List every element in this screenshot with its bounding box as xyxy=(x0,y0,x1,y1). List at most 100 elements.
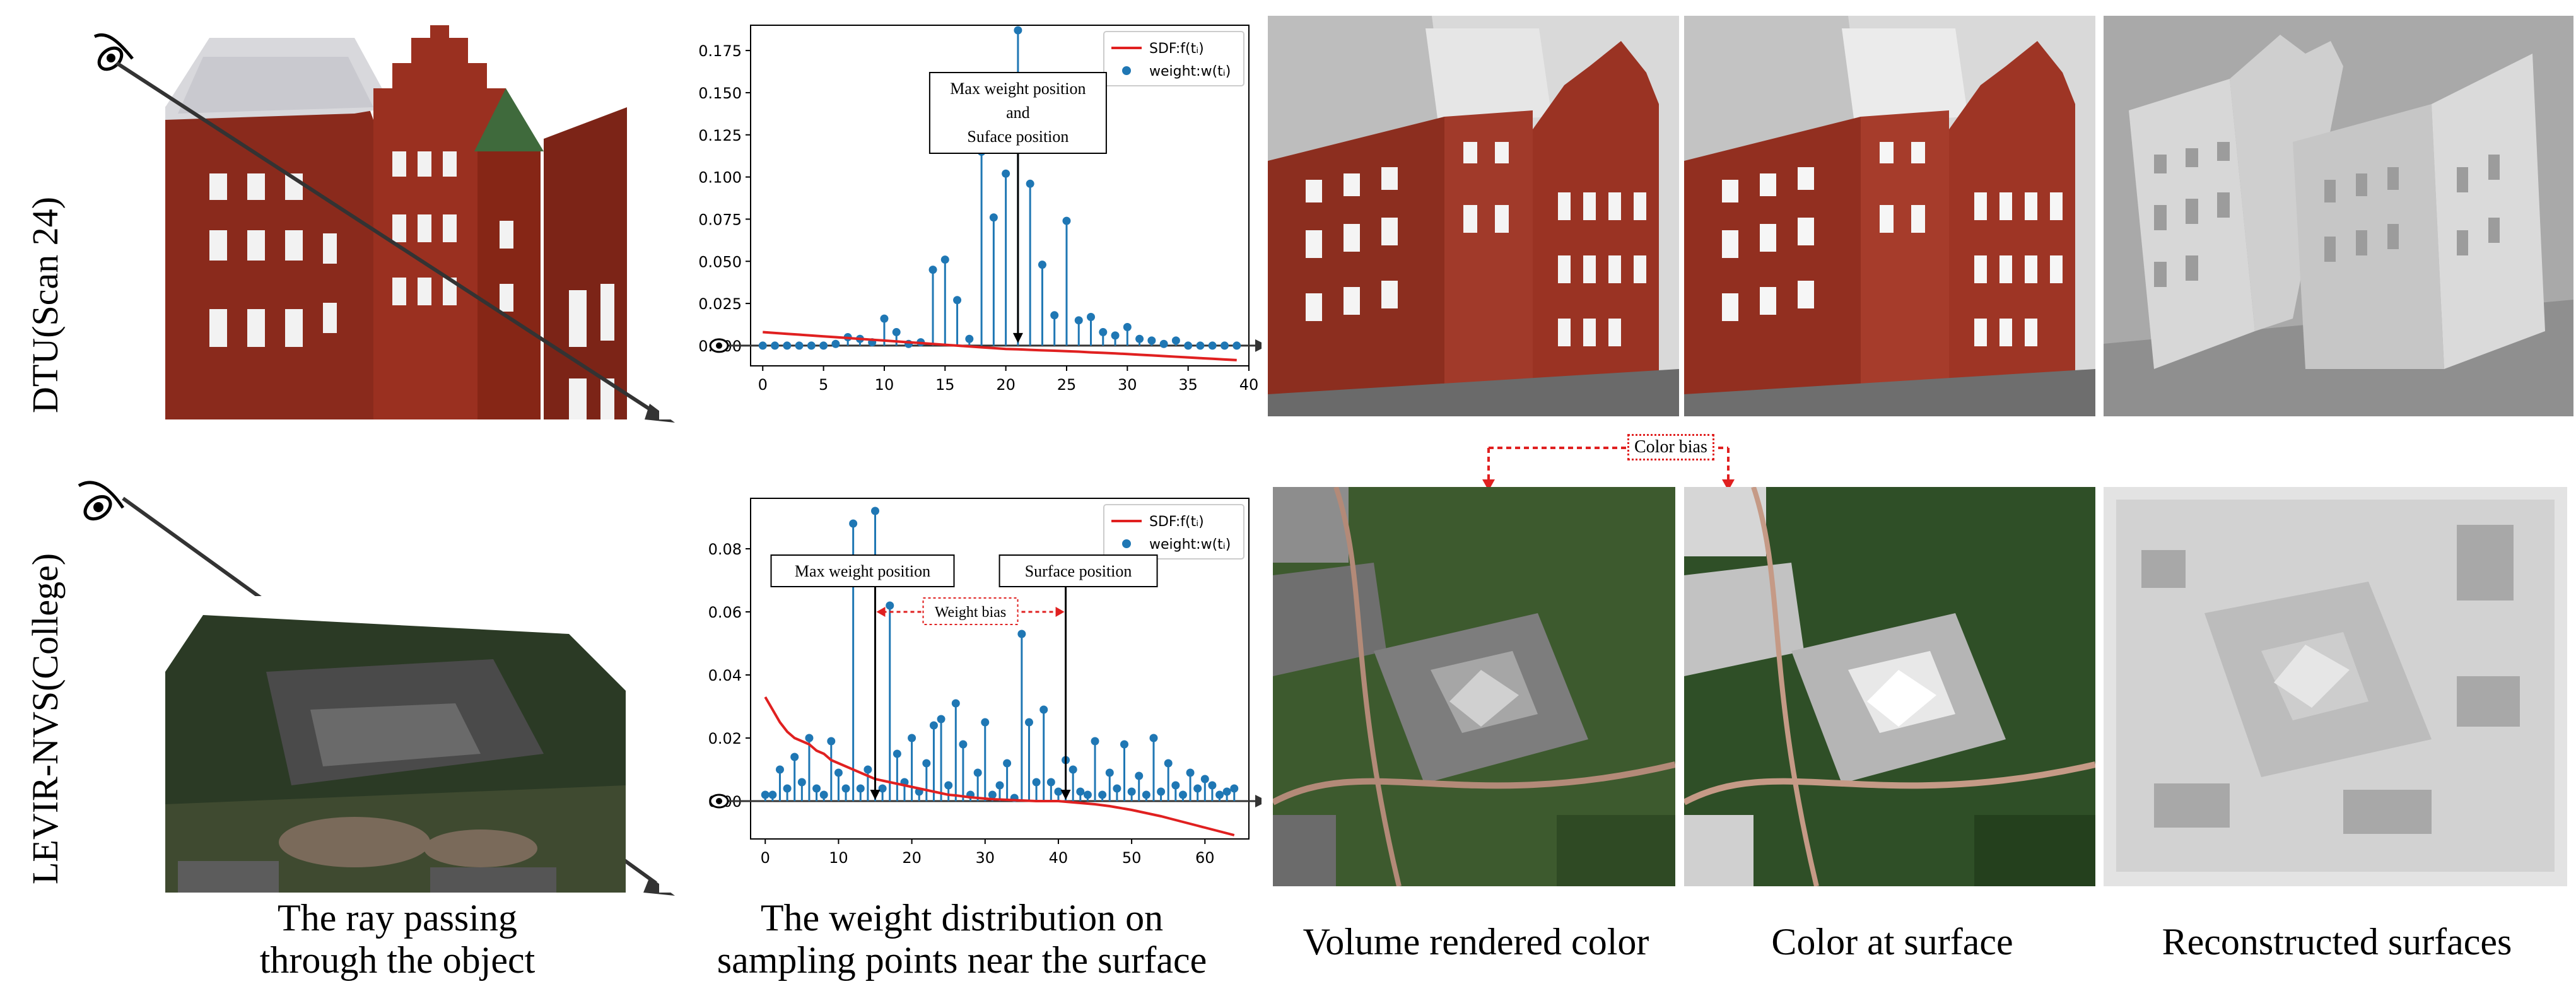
weight-marker xyxy=(944,781,953,790)
legend-sdf-label: SDF:f(tᵢ) xyxy=(1149,514,1204,530)
y-tick-label: 0.175 xyxy=(698,42,742,60)
weight-marker xyxy=(937,715,946,724)
weight-marker xyxy=(783,341,792,350)
caption-reconstructed: Reconstructed surfaces xyxy=(2162,921,2512,963)
weight-marker xyxy=(878,784,887,793)
weight-marker xyxy=(768,790,777,799)
weight-marker xyxy=(929,721,938,730)
legend-weight-label: weight:w(tᵢ) xyxy=(1149,537,1231,553)
color-bias-label: Color bias xyxy=(1627,434,1714,460)
weight-marker xyxy=(856,784,865,793)
weight-marker xyxy=(1087,312,1096,321)
weight-marker xyxy=(1083,790,1092,799)
weight-marker xyxy=(827,737,836,746)
weight-marker xyxy=(1215,790,1224,799)
y-tick-label: 0.075 xyxy=(698,211,742,228)
legend-box xyxy=(1103,31,1244,86)
weight-marker xyxy=(1220,341,1229,350)
weight-marker xyxy=(1046,778,1055,787)
weight-marker xyxy=(1196,341,1205,350)
weight-marker xyxy=(1232,341,1241,350)
weight-marker xyxy=(959,740,968,749)
weight-marker xyxy=(1026,179,1034,188)
weight-marker xyxy=(841,784,850,793)
weight-marker xyxy=(1200,775,1209,783)
weight-marker xyxy=(1002,169,1010,178)
weight-marker xyxy=(1186,768,1195,777)
weight-marker xyxy=(812,784,821,793)
weight-marker xyxy=(797,778,806,787)
x-tick-label: 40 xyxy=(1239,376,1259,394)
weight-marker xyxy=(1098,790,1107,799)
dtu-building-photo xyxy=(165,13,627,419)
weight-marker xyxy=(1171,336,1180,345)
annotation-box-surface xyxy=(998,554,1158,587)
weight-marker xyxy=(1038,261,1046,269)
caption-ray: The ray passing through the object xyxy=(189,897,606,982)
weight-marker xyxy=(1111,331,1120,340)
weight-marker xyxy=(807,341,816,350)
weight-marker xyxy=(1068,765,1077,774)
legend-box xyxy=(1103,504,1244,560)
sdf-line xyxy=(764,696,1235,836)
weight-marker xyxy=(988,790,997,799)
weight-bias-box xyxy=(922,597,1019,625)
weight-marker xyxy=(1024,718,1033,727)
weight-marker xyxy=(928,266,937,274)
dtu-reconstructed-surface-image xyxy=(2104,16,2573,416)
weight-marker xyxy=(1127,787,1136,796)
x-tick-label: 10 xyxy=(875,376,894,394)
annotation-text: and xyxy=(1006,103,1030,122)
x-tick-label: 20 xyxy=(996,376,1016,394)
annotation-arrowhead xyxy=(1060,790,1071,800)
weight-marker xyxy=(995,781,1004,790)
weight-marker xyxy=(1157,787,1166,796)
x-tick-label: 0 xyxy=(761,849,770,867)
x-tick-label: 15 xyxy=(935,376,955,394)
weight-marker xyxy=(973,768,982,777)
weight-marker xyxy=(1222,787,1231,796)
ray-arrowhead xyxy=(1255,339,1262,352)
weight-marker xyxy=(771,341,780,350)
weight-marker xyxy=(761,790,770,799)
chart-svg-college: 0.000.020.040.060.080102030405060SDF:f(t… xyxy=(708,498,1262,867)
x-tick-label: 10 xyxy=(829,849,848,867)
college-surface-color-image xyxy=(1684,487,2095,886)
weight-chart-college: 0.000.020.040.060.080102030405060SDF:f(t… xyxy=(659,486,1262,893)
weight-marker xyxy=(758,341,767,350)
y-tick-label: 0.02 xyxy=(708,730,742,747)
weight-marker xyxy=(849,519,858,528)
weight-marker xyxy=(783,784,792,793)
weight-marker xyxy=(775,765,784,774)
y-tick-label: 0.100 xyxy=(698,169,742,187)
college-reconstructed-surface-image xyxy=(2104,487,2567,886)
weight-marker xyxy=(1171,781,1180,790)
x-tick-label: 30 xyxy=(975,849,995,867)
weight-marker xyxy=(1003,759,1012,768)
caption-weight: The weight distribution on sampling poin… xyxy=(650,897,1274,982)
weight-marker xyxy=(1017,630,1026,638)
eye-icon xyxy=(73,476,136,527)
weight-marker xyxy=(981,718,990,727)
x-tick-label: 25 xyxy=(1057,376,1077,394)
plot-frame xyxy=(750,498,1250,840)
caption-weight-text: The weight distribution on sampling poin… xyxy=(717,897,1207,982)
weight-marker xyxy=(965,334,974,343)
weight-marker xyxy=(1164,759,1173,768)
y-tick-label: 0.04 xyxy=(708,667,742,684)
weight-marker xyxy=(831,339,840,348)
annotation-text: Suface position xyxy=(967,127,1068,146)
dtu-volume-rendered-image xyxy=(1268,16,1679,416)
caption-surface-color: Color at surface xyxy=(1771,921,2013,963)
weight-marker xyxy=(1113,784,1121,793)
weight-marker xyxy=(1050,311,1059,320)
weight-bias-arrowhead xyxy=(876,607,886,617)
weight-marker xyxy=(989,213,998,222)
college-volume-rendered-image xyxy=(1273,487,1675,886)
weight-marker xyxy=(790,753,799,761)
dtu-surface-color-image xyxy=(1684,16,2095,416)
weight-marker xyxy=(819,341,828,350)
weight-marker xyxy=(864,765,872,774)
weight-marker xyxy=(871,507,879,515)
annotation-box-max-weight xyxy=(770,554,955,587)
